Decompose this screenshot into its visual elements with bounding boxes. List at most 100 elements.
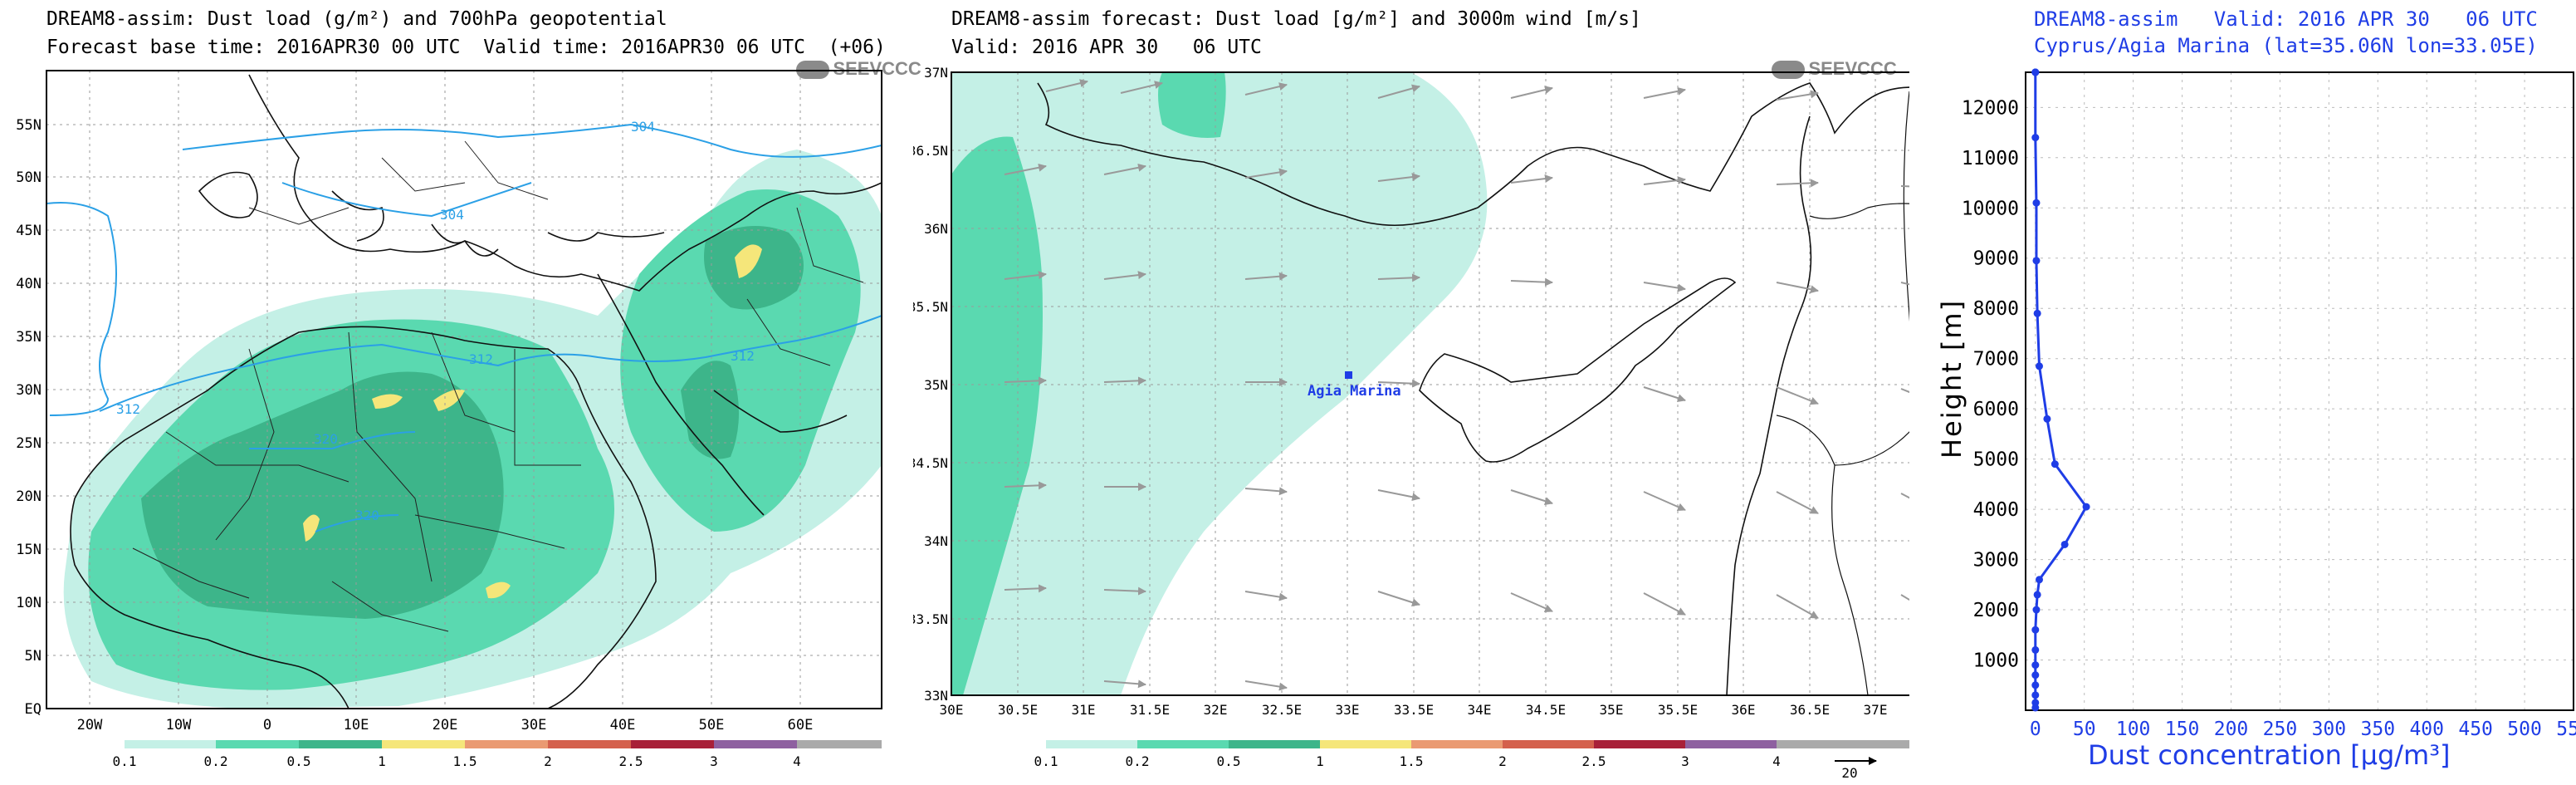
panel1-title-line2: Forecast base time: 2016APR30 00 UTC Val… [46,37,886,58]
profile-data-point [2031,661,2040,670]
legend-label: 4 [793,753,801,769]
profile-data-point [2031,645,2040,654]
legend-label: 1.5 [1400,753,1424,769]
profile-subtitle: Cyprus/Agia Marina (lat=35.06N lon=33.05… [2034,34,2538,57]
legend-colorbar [1046,740,1909,748]
lon-label: 30.5E [998,702,1038,718]
lat-label: 34.5N [913,455,948,471]
y-tick-label: 4000 [1973,499,2019,521]
lon-label: 34E [1468,702,1492,718]
contour-label: 304 [631,119,655,135]
legend-label: 3 [710,753,718,769]
lon-label: 33.5E [1394,702,1434,718]
dust-area-4 [303,514,320,542]
profile-data-point [2032,606,2041,614]
lat-label: 34N [924,533,948,549]
x-tick-label: 250 [2263,719,2298,740]
lat-label: 35N [16,329,42,346]
legend-label: 0.1 [113,753,137,769]
map-cyprus: Agia Marina 37N 36.5N 36N 35.5N 35N 34.5… [913,65,1909,781]
lon-label: 36.5E [1790,702,1830,718]
lat-label: 50N [16,169,42,186]
lon-label: 30E [521,717,547,733]
contour-label: 312 [469,351,493,367]
legend-label: 2.5 [1582,753,1606,769]
contour-label: 320 [314,431,338,447]
profile-data-point [2032,199,2041,207]
profile-data-point [2031,671,2040,680]
legend-label: 2 [1498,753,1507,769]
panel1-title-line1: DREAM8-assim: Dust load (g/m²) and 700hP… [46,8,667,30]
contour-label: 320 [355,508,379,523]
profile-x-axis-title: Dust concentration [μg/m³] [2088,739,2451,771]
lon-label: 35.5E [1658,702,1698,718]
dust-area-02b [1158,72,1226,138]
profile-data-point [2031,691,2040,699]
lat-label: 40N [16,276,42,292]
profile-data-point [2051,460,2059,469]
legend-label: 0.2 [204,753,228,769]
profile-data-point [2036,362,2043,370]
lat-label: 45N [16,223,42,239]
station-label: Agia Marina [1308,383,1401,400]
panel2-title-line1: DREAM8-assim forecast: Dust load [g/m²] … [951,8,1641,30]
lon-label: 20E [433,717,458,733]
lon-label: 31.5E [1130,702,1170,718]
legend-label: 1.5 [453,753,477,769]
legend-label: 2.5 [619,753,643,769]
lat-label: 35.5N [913,299,948,315]
lon-label: 36E [1732,702,1756,718]
lat-label: 36N [924,221,948,237]
x-tick-label: 150 [2165,719,2200,740]
profile-data-point [2043,415,2051,423]
dust-area-02 [951,136,1043,695]
seevccc-logo: SEEVCCC [776,37,921,101]
lat-label: 33.5N [913,611,948,627]
dust-area-1 [735,244,762,278]
x-tick-label: 200 [2214,719,2249,740]
lon-label: 60E [788,717,814,733]
seevccc-logo: SEEVCCC [1752,37,1897,101]
contour-label: 304 [440,207,464,223]
x-tick-label: 450 [2458,719,2493,740]
y-tick-label: 8000 [1973,298,2019,320]
lon-label: 31E [1072,702,1096,718]
profile-series-line [2034,72,2088,708]
x-tick-label: 350 [2361,719,2396,740]
legend-label: 4 [1772,753,1781,769]
legend-label: 3 [1681,753,1689,769]
y-tick-label: 3000 [1973,550,2019,572]
wind-reference-label: 20 [1841,765,1857,781]
legend-label: 0.5 [1217,753,1241,769]
x-tick-label: 50 [2073,719,2096,740]
profile-data-point [2031,68,2040,76]
legend-label: 0.5 [287,753,311,769]
contour-label: 312 [116,401,140,417]
lon-label: 10W [166,717,192,733]
lon-label: 20W [77,717,103,733]
profile-data-point [2031,626,2040,634]
cyprus-island [1419,277,1737,463]
x-tick-label: 100 [2116,719,2151,740]
lon-label: 40E [610,717,636,733]
station-marker [1345,371,1352,379]
contour-label: 312 [731,348,755,364]
lat-label: 36.5N [913,143,948,159]
lon-label: 0 [263,717,271,733]
y-tick-label: 7000 [1973,349,2019,370]
lon-label: 50E [699,717,725,733]
y-tick-label: 5000 [1973,449,2019,471]
y-tick-label: 10000 [1962,198,2019,219]
lon-label: 10E [344,717,369,733]
y-tick-label: 2000 [1973,600,2019,621]
lat-label: 37N [924,65,948,81]
cloud-icon [1772,61,1806,80]
x-tick-label: 0 [2030,719,2041,740]
profile-data-point [2033,309,2041,317]
lat-label: 10N [16,595,42,611]
lat-label: 20N [16,488,42,505]
panel2-title-line2: Valid: 2016 APR 30 06 UTC [951,37,1262,58]
panel-vertical-profile: DREAM8-assim Valid: 2016 APR 30 06 UTC C… [1909,0,2576,785]
legend-label: 0.2 [1126,753,1150,769]
lon-label: 32E [1204,702,1228,718]
